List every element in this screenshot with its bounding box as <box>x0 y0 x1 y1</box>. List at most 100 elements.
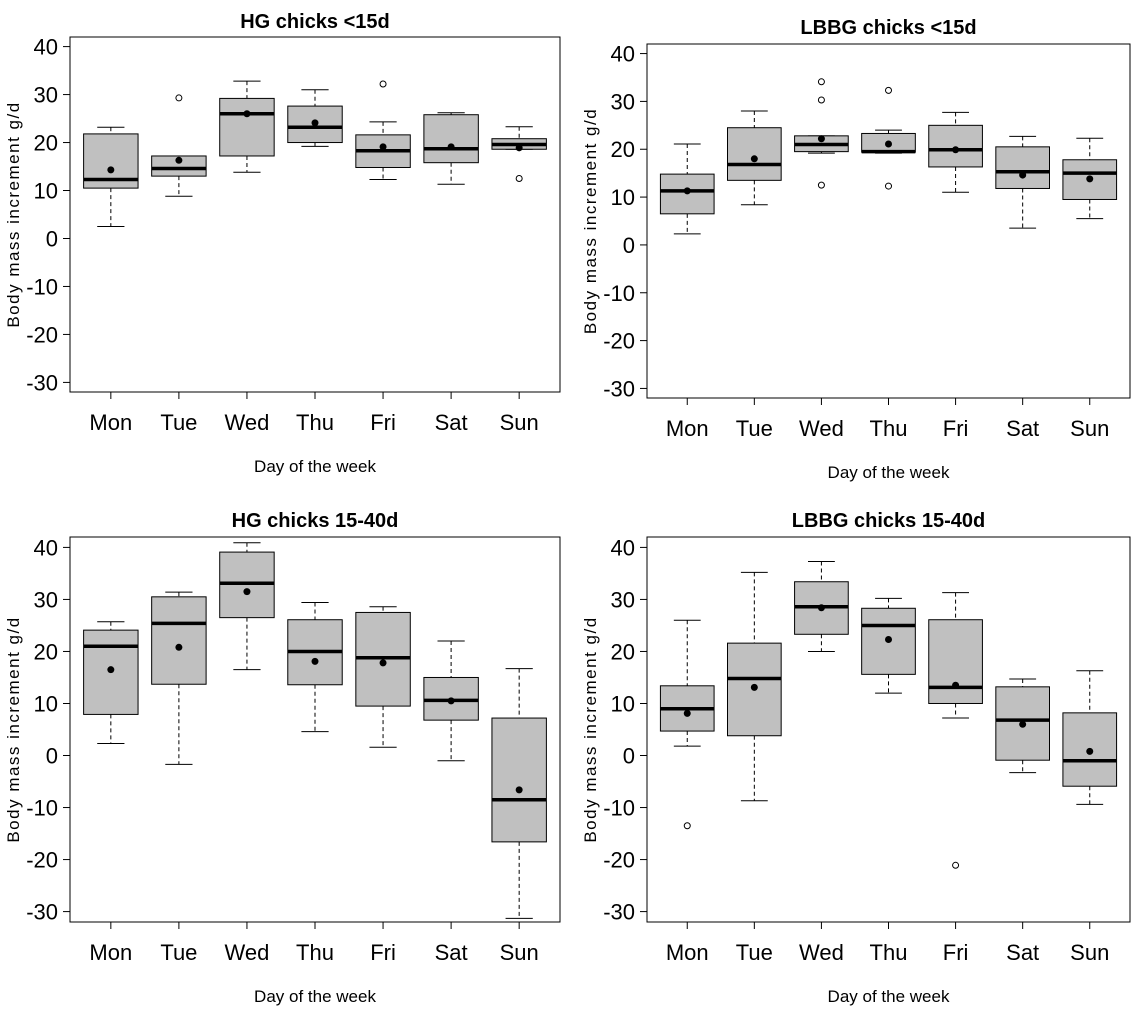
x-tick-label: Wed <box>799 416 844 441</box>
box-thu <box>287 89 343 147</box>
mean-point <box>311 119 319 127</box>
y-tick-label: 10 <box>34 179 58 204</box>
box-fri <box>928 111 983 193</box>
outlier-point <box>952 861 960 869</box>
box-wed <box>219 80 275 173</box>
x-axis-label: Day of the week <box>254 987 376 1006</box>
x-tick-label: Tue <box>736 940 773 965</box>
y-axis-label: Body mass increment g/d <box>4 616 23 842</box>
x-tick-label: Fri <box>370 940 396 965</box>
x-tick-label: Sun <box>500 940 539 965</box>
mean-point <box>447 697 455 705</box>
y-tick-label: -10 <box>26 274 58 299</box>
plot-frame <box>646 536 1131 923</box>
y-tick-label: -30 <box>603 900 635 925</box>
x-tick-label: Sat <box>1006 940 1039 965</box>
iqr-box <box>423 114 479 164</box>
chart-title: HG chicks <15d <box>240 11 390 33</box>
mean-point <box>107 166 115 174</box>
outlier-point <box>817 96 825 104</box>
y-tick-label: -10 <box>603 281 635 306</box>
x-tick-label: Sat <box>1006 416 1039 441</box>
x-tick-label: Thu <box>870 416 908 441</box>
mean-point <box>1086 747 1094 755</box>
x-tick-label: Wed <box>225 410 270 435</box>
y-tick-label: 40 <box>34 35 58 60</box>
mean-point <box>243 110 251 118</box>
y-tick-label: 40 <box>611 42 635 67</box>
outlier-point <box>817 181 825 189</box>
box-wed <box>794 560 849 652</box>
mean-point <box>1019 720 1027 728</box>
mean-point <box>750 155 758 163</box>
mean-point <box>379 659 387 667</box>
mean-point <box>952 146 960 154</box>
chart-panel-3: HG chicks 15-40d -30 -20 -10 0 10 20 30 40 Mon Tue… <box>4 510 561 1006</box>
mean-point <box>515 144 523 152</box>
box-fri <box>355 606 411 748</box>
mean-point <box>311 657 319 665</box>
iqr-box <box>1062 712 1118 787</box>
y-axis-label: Body mass increment g/d <box>581 616 600 842</box>
x-tick-label: Sat <box>435 410 468 435</box>
mean-point <box>175 643 183 651</box>
chart-panel-4: LBBG chicks 15-40d -30 -20 -10 0 10 20 30 40 Mon T… <box>581 510 1131 1006</box>
iqr-box <box>727 127 782 181</box>
y-axis-label: Body mass increment g/d <box>581 108 600 334</box>
y-tick-label: -20 <box>26 322 58 347</box>
y-tick-label: 10 <box>611 691 635 716</box>
x-tick-label: Sat <box>435 940 468 965</box>
outlier-point <box>817 78 825 86</box>
mean-point <box>750 683 758 691</box>
box-wed <box>794 78 849 189</box>
y-tick-label: -30 <box>603 376 635 401</box>
y-tick-label: 20 <box>611 639 635 664</box>
outlier-point <box>885 182 892 190</box>
y-tick-label: -10 <box>26 796 58 821</box>
y-tick-label: -10 <box>603 796 635 821</box>
plot-frame <box>646 43 1131 399</box>
mean-point <box>379 143 387 151</box>
outlier-point <box>175 94 183 102</box>
iqr-box <box>928 124 983 168</box>
y-tick-label: 0 <box>46 744 58 769</box>
box-sun <box>491 126 547 183</box>
y-tick-label: 30 <box>611 587 635 612</box>
y-tick-label: 20 <box>34 131 58 156</box>
box-sat <box>423 640 479 762</box>
box-mon <box>83 126 139 227</box>
x-tick-label: Thu <box>296 940 334 965</box>
mean-point <box>1019 171 1027 179</box>
y-tick-label: 40 <box>34 535 58 560</box>
x-tick-label: Wed <box>799 940 844 965</box>
x-tick-label: Mon <box>89 940 132 965</box>
x-tick-label: Fri <box>370 410 396 435</box>
x-tick-label: Sun <box>500 410 539 435</box>
y-tick-label: -30 <box>26 900 58 925</box>
box-thu <box>287 602 343 733</box>
y-tick-label: -20 <box>603 848 635 873</box>
y-tick-label: 10 <box>34 691 58 716</box>
y-tick-label: 20 <box>611 137 635 162</box>
mean-point <box>885 140 892 148</box>
y-tick-label: 10 <box>611 185 635 210</box>
mean-point <box>683 709 691 717</box>
box-fri <box>355 80 411 180</box>
box-wed <box>219 542 275 671</box>
iqr-box <box>151 596 207 685</box>
iqr-box <box>928 619 983 704</box>
y-tick-label: 30 <box>611 89 635 114</box>
box-mon <box>659 619 715 830</box>
mean-point <box>817 604 825 612</box>
y-tick-label: 20 <box>34 639 58 664</box>
mean-point <box>107 666 115 674</box>
x-tick-label: Tue <box>160 940 197 965</box>
outlier-point <box>885 86 892 94</box>
y-tick-label: 0 <box>623 744 635 769</box>
box-sat <box>423 112 479 185</box>
y-tick-label: 30 <box>34 587 58 612</box>
x-tick-label: Mon <box>666 940 709 965</box>
x-tick-label: Thu <box>870 940 908 965</box>
box-sun <box>1062 137 1118 220</box>
